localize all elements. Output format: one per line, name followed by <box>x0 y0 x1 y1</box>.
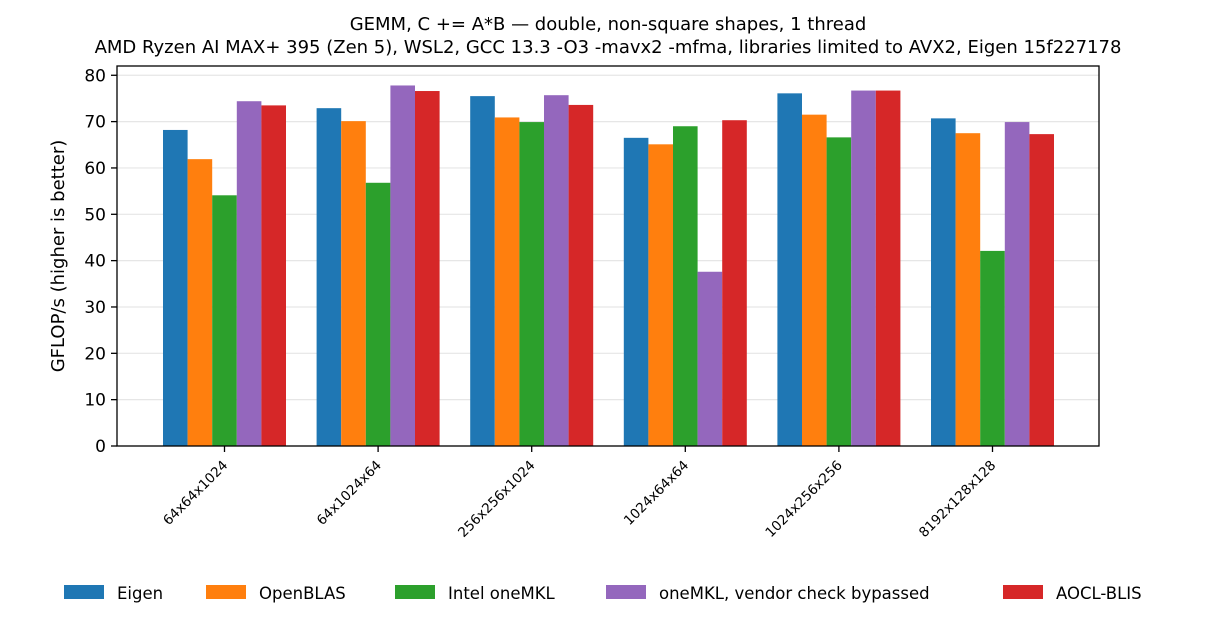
y-axis-label: GFLOP/s (higher is better) <box>48 140 69 373</box>
bar <box>623 137 649 446</box>
bar <box>851 90 876 446</box>
bar <box>365 182 391 446</box>
legend-label: Intel oneMKL <box>448 584 556 603</box>
chart-subtitle: AMD Ryzen AI MAX+ 395 (Zen 5), WSL2, GCC… <box>95 37 1122 58</box>
bar <box>415 91 440 447</box>
y-tick-label: 80 <box>84 66 106 86</box>
y-tick-label: 20 <box>84 344 106 364</box>
bar <box>1029 134 1054 446</box>
legend: Eigen OpenBLAS Intel oneMKL oneMKL, vendor … <box>64 584 1142 603</box>
bar <box>777 93 802 446</box>
bar <box>390 85 415 447</box>
bar <box>697 271 723 446</box>
bar <box>931 118 956 447</box>
bar <box>980 250 1005 446</box>
y-axis-ticks: 0 10 20 30 40 50 60 70 80 <box>84 66 117 457</box>
bar <box>826 137 852 447</box>
y-tick-label: 40 <box>84 252 106 272</box>
legend-label: AOCL-BLIS <box>1056 584 1142 603</box>
legend-swatch <box>395 585 435 599</box>
x-tick-label: 256x256x1024 <box>455 458 538 541</box>
y-tick-label: 70 <box>84 113 106 133</box>
legend-swatch <box>1003 585 1043 599</box>
x-tick-label: 64x1024x64 <box>314 458 385 529</box>
legend-label: OpenBLAS <box>259 584 346 603</box>
bar <box>261 105 286 446</box>
bar <box>470 96 495 446</box>
x-tick-label: 8192x128x128 <box>916 458 999 541</box>
y-tick-label: 0 <box>95 437 106 457</box>
x-tick-label: 1024x256x256 <box>762 458 845 541</box>
y-tick-label: 30 <box>84 298 106 318</box>
y-tick-label: 50 <box>84 205 106 225</box>
legend-swatch <box>64 585 104 599</box>
bar <box>544 95 569 446</box>
bar <box>163 129 188 446</box>
x-axis-ticks: 64x64x1024 64x1024x64 256x256x1024 1024x64x… <box>160 446 999 541</box>
bar <box>236 101 262 446</box>
bar <box>568 104 594 447</box>
legend-swatch <box>206 585 246 599</box>
chart-title: GEMM, C += A*B — double, non-square shap… <box>350 14 867 35</box>
legend-swatch <box>606 585 646 599</box>
legend-label: Eigen <box>117 584 163 603</box>
bar <box>316 108 342 447</box>
bar <box>722 120 747 446</box>
bar <box>187 159 213 446</box>
x-tick-label: 64x64x1024 <box>160 458 231 529</box>
bar <box>802 114 827 446</box>
legend-label: oneMKL, vendor check bypassed <box>659 584 930 603</box>
bar <box>955 133 981 446</box>
bar <box>341 121 366 447</box>
bar <box>648 144 673 446</box>
bars <box>163 85 1054 447</box>
plot-area-frame <box>116 65 1100 447</box>
bar <box>519 122 544 446</box>
x-tick-label: 1024x64x64 <box>621 458 692 529</box>
bar <box>212 195 237 446</box>
bar <box>1004 122 1030 446</box>
bar <box>494 117 520 446</box>
bar <box>673 126 698 447</box>
y-tick-label: 10 <box>84 391 106 411</box>
bar <box>875 90 901 446</box>
y-tick-label: 60 <box>84 159 106 179</box>
